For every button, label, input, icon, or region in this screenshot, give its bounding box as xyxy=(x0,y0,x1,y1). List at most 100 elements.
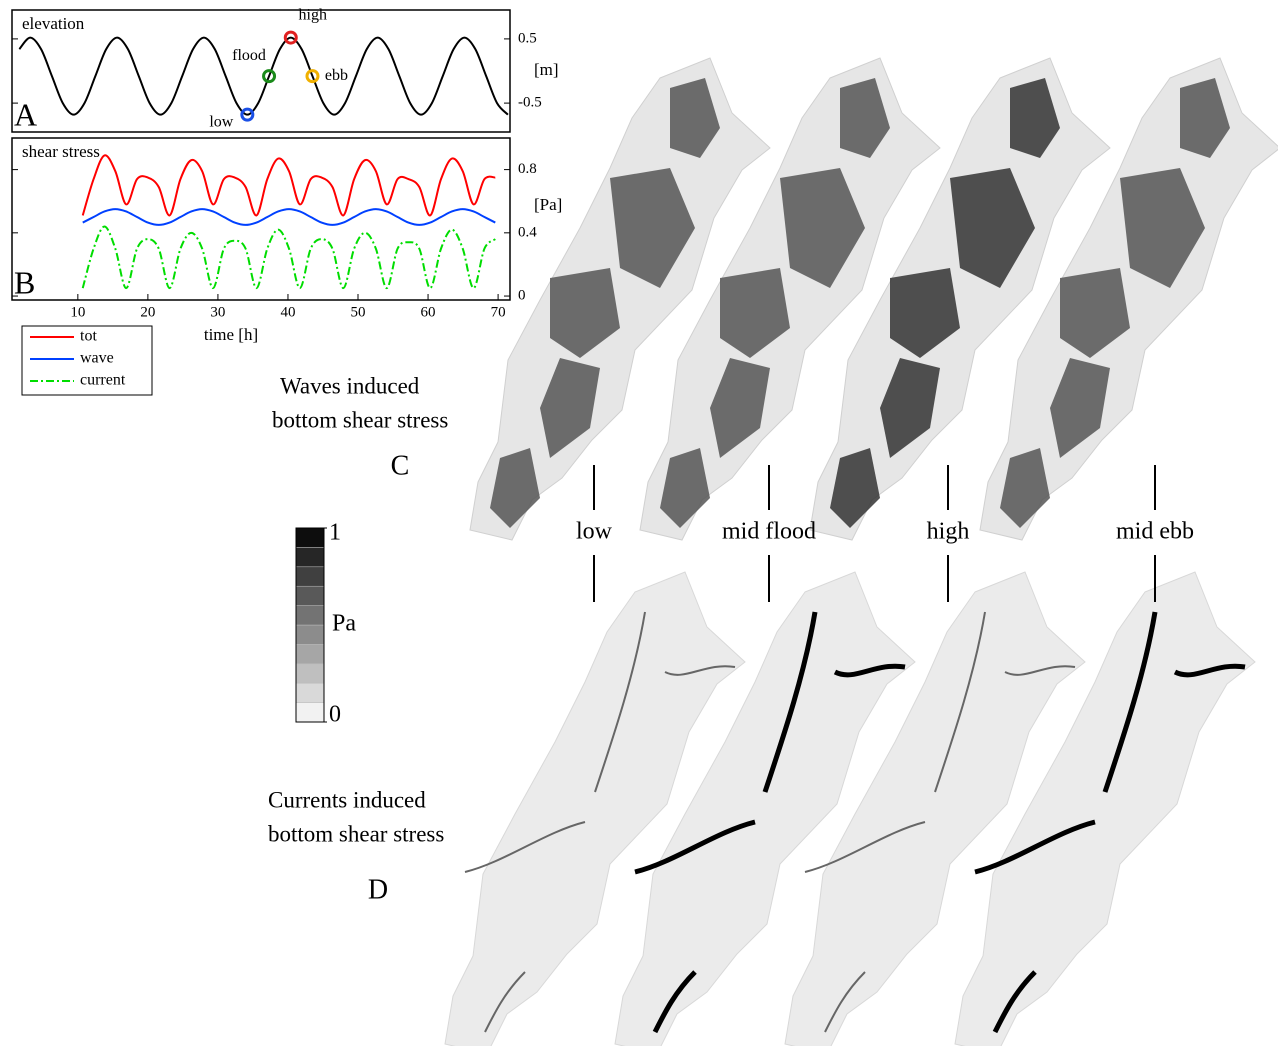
data-line xyxy=(81,154,496,217)
map-shade xyxy=(890,268,960,358)
x-tick-label: 10 xyxy=(70,304,85,320)
phase-label: high xyxy=(927,519,970,545)
colorbar-step xyxy=(295,547,325,568)
map-shade xyxy=(1050,358,1110,458)
map-shade xyxy=(780,168,865,288)
map-shade xyxy=(670,78,720,158)
colorbar-tick-label: 0 xyxy=(329,702,341,728)
axes-frame xyxy=(11,137,511,301)
map-channel xyxy=(464,821,586,873)
map-shade xyxy=(1000,448,1050,528)
chart-title: elevation xyxy=(22,14,85,33)
phase-marker-label: high xyxy=(299,6,327,23)
map-channel xyxy=(974,819,1096,875)
wave-stress-map xyxy=(809,57,1111,541)
map-channel xyxy=(833,663,906,678)
colorbar-step xyxy=(295,527,325,548)
wave-stress-map xyxy=(469,57,771,541)
map-shade xyxy=(710,358,770,458)
map-channel xyxy=(594,611,646,793)
y-axis-label: [m] xyxy=(534,60,559,79)
map-domain xyxy=(954,571,1256,1046)
x-tick-label: 70 xyxy=(491,304,506,320)
y-tick-label: 0.4 xyxy=(518,224,537,240)
x-tick-label: 40 xyxy=(280,304,295,320)
map-shade xyxy=(540,358,600,458)
panel-label: A xyxy=(14,96,37,132)
map-shade xyxy=(830,448,880,528)
x-axis-label: time [h] xyxy=(204,325,258,344)
map-channel xyxy=(1004,665,1076,676)
y-tick-label: 0.5 xyxy=(518,30,537,46)
map-shade xyxy=(950,168,1035,288)
colorbar-step xyxy=(295,682,325,703)
colorbar-step xyxy=(295,702,325,723)
phase-label: low xyxy=(576,519,613,545)
map-domain xyxy=(784,571,1086,1046)
wave-stress-map xyxy=(979,57,1278,541)
map-caption: bottom shear stress xyxy=(272,407,448,432)
panel-label: B xyxy=(14,264,35,300)
colorbar-step xyxy=(295,644,325,665)
map-shade xyxy=(1010,78,1060,158)
map-domain xyxy=(614,571,916,1046)
current-stress-map xyxy=(444,571,746,1046)
x-tick-label: 60 xyxy=(421,304,436,320)
colorbar-step xyxy=(295,605,325,626)
map-channel xyxy=(634,819,756,875)
y-tick-label: -0.5 xyxy=(518,95,542,111)
y-tick-label: 0 xyxy=(518,287,526,303)
map-channel xyxy=(484,971,526,1033)
phase-marker xyxy=(305,69,320,84)
legend-label: current xyxy=(80,372,126,389)
wave-stress-map xyxy=(639,57,941,541)
map-channel xyxy=(934,611,986,793)
map-shade xyxy=(720,268,790,358)
map-shade xyxy=(610,168,695,288)
colorbar-tick-label: 1 xyxy=(329,520,341,546)
map-channel xyxy=(824,971,866,1033)
map-shade xyxy=(660,448,710,528)
colorbar-step xyxy=(295,663,325,684)
phase-label: mid flood xyxy=(722,519,816,545)
legend-label: tot xyxy=(80,328,97,345)
map-caption: bottom shear stress xyxy=(268,821,444,846)
colorbar-frame xyxy=(295,527,325,723)
map-domain xyxy=(444,571,746,1046)
current-stress-map xyxy=(614,571,916,1046)
map-shade xyxy=(840,78,890,158)
legend-label: wave xyxy=(80,350,114,367)
x-tick-label: 30 xyxy=(210,304,225,320)
colorbar-step xyxy=(295,624,325,645)
chart-title: shear stress xyxy=(22,142,100,161)
x-tick-label: 50 xyxy=(351,304,366,320)
phase-marker xyxy=(283,30,298,45)
data-line xyxy=(18,36,509,116)
map-shade xyxy=(1120,168,1205,288)
phase-marker xyxy=(240,107,255,122)
data-line xyxy=(81,225,496,290)
map-channel xyxy=(992,970,1037,1034)
map-channel xyxy=(652,970,697,1034)
phase-marker-label: ebb xyxy=(325,67,348,84)
y-axis-label: [Pa] xyxy=(534,195,562,214)
phase-marker xyxy=(262,69,277,84)
map-shade xyxy=(550,268,620,358)
colorbar-label: Pa xyxy=(332,611,356,637)
phase-marker-label: low xyxy=(209,113,233,130)
map-shade xyxy=(490,448,540,528)
map-channel xyxy=(1102,611,1158,793)
map-channel xyxy=(804,821,926,873)
colorbar-step xyxy=(295,585,325,606)
map-channel xyxy=(1173,663,1246,678)
phase-label: mid ebb xyxy=(1116,519,1194,545)
panel-label: D xyxy=(368,874,388,905)
map-caption: Waves induced xyxy=(280,373,420,398)
map-shade xyxy=(880,358,940,458)
current-stress-map xyxy=(784,571,1086,1046)
map-shade xyxy=(1060,268,1130,358)
data-line xyxy=(82,208,496,226)
map-channel xyxy=(762,611,818,793)
